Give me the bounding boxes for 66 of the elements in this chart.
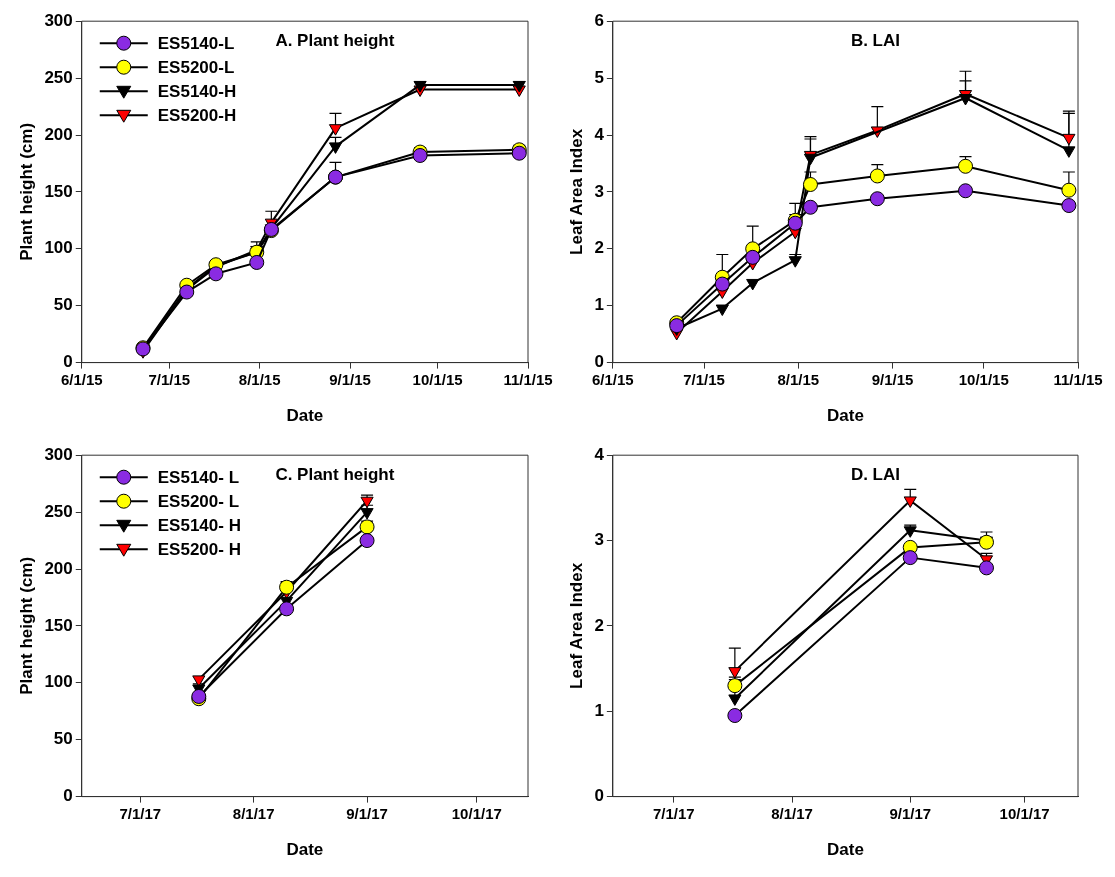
x-tick-label: 8/1/17 xyxy=(232,804,275,822)
x-tick-label: 7/1/15 xyxy=(683,370,725,388)
text: C. Plant height xyxy=(275,464,395,484)
x-tick-label: 7/1/17 xyxy=(119,804,162,822)
y-tick-label: 5 xyxy=(594,67,604,87)
y-tick-label: 1 xyxy=(594,295,604,315)
y-tick-label: 1 xyxy=(594,700,604,720)
x-tick-label: 11/1/15 xyxy=(503,370,553,388)
y-axis-title: Plant height (cm) xyxy=(16,556,36,695)
x-tick-label: 8/1/15 xyxy=(238,370,281,388)
text: A. Plant height xyxy=(275,30,395,50)
x-tick-label: 9/1/17 xyxy=(889,804,932,822)
legend-label: ES5140-H xyxy=(157,81,237,101)
y-axis-title: Leaf Area Index xyxy=(566,562,586,689)
x-tick-label: 10/1/15 xyxy=(412,370,463,388)
x-axis-title: Date xyxy=(827,406,864,426)
y-tick-label: 300 xyxy=(44,10,73,30)
y-tick-label: 250 xyxy=(44,67,73,87)
y-tick-label: 0 xyxy=(63,352,73,372)
text: B. LAI xyxy=(850,30,900,50)
x-tick-label: 7/1/15 xyxy=(148,370,191,388)
y-tick-label: 3 xyxy=(594,530,604,550)
y-tick-label: 3 xyxy=(594,181,604,201)
x-tick-label: 6/1/15 xyxy=(60,370,103,388)
y-tick-label: 200 xyxy=(44,558,73,578)
y-tick-label: 150 xyxy=(44,615,73,635)
y-tick-label: 100 xyxy=(44,672,73,692)
x-axis-title: Date xyxy=(286,840,324,860)
y-tick-label: 0 xyxy=(594,352,604,372)
legend-label: ES5200-L xyxy=(157,57,235,77)
legend-label: ES5200-H xyxy=(157,105,237,125)
y-tick-label: 150 xyxy=(44,181,73,201)
x-tick-label: 9/1/17 xyxy=(346,804,388,822)
x-tick-label: 11/1/15 xyxy=(1053,370,1103,388)
x-axis-title: Date xyxy=(827,840,864,860)
x-tick-label: 8/1/15 xyxy=(777,370,820,388)
y-tick-label: 250 xyxy=(44,501,73,521)
y-tick-label: 300 xyxy=(44,444,73,464)
y-tick-label: 50 xyxy=(53,295,73,315)
x-axis-title: Date xyxy=(286,406,324,426)
legend-label: ES5200- H xyxy=(157,539,241,559)
y-tick-label: 2 xyxy=(594,615,604,635)
y-tick-label: 100 xyxy=(44,238,73,258)
legend-label: ES5200- L xyxy=(157,491,240,511)
x-tick-label: 9/1/15 xyxy=(329,370,371,388)
y-tick-label: 4 xyxy=(594,124,605,144)
legend-label: ES5140-L xyxy=(157,33,235,53)
text: D. LAI xyxy=(850,464,900,484)
x-tick-label: 7/1/17 xyxy=(653,804,695,822)
y-tick-label: 6 xyxy=(594,10,604,30)
y-axis-title: Leaf Area Index xyxy=(566,128,586,255)
x-tick-label: 9/1/15 xyxy=(871,370,914,388)
y-tick-label: 50 xyxy=(53,729,73,749)
y-tick-label: 4 xyxy=(594,444,605,464)
y-axis-title: Plant height (cm) xyxy=(16,122,36,261)
x-tick-label: 6/1/15 xyxy=(592,370,634,388)
x-tick-label: 10/1/17 xyxy=(999,804,1050,822)
x-tick-label: 10/1/15 xyxy=(958,370,1009,388)
legend-label: ES5140- L xyxy=(157,467,240,487)
y-tick-label: 2 xyxy=(594,238,604,258)
y-tick-label: 0 xyxy=(594,786,604,806)
x-tick-label: 10/1/17 xyxy=(451,804,502,822)
y-tick-label: 200 xyxy=(44,124,73,144)
y-tick-label: 0 xyxy=(63,786,73,806)
legend-label: ES5140- H xyxy=(157,515,241,535)
x-tick-label: 8/1/17 xyxy=(771,804,813,822)
